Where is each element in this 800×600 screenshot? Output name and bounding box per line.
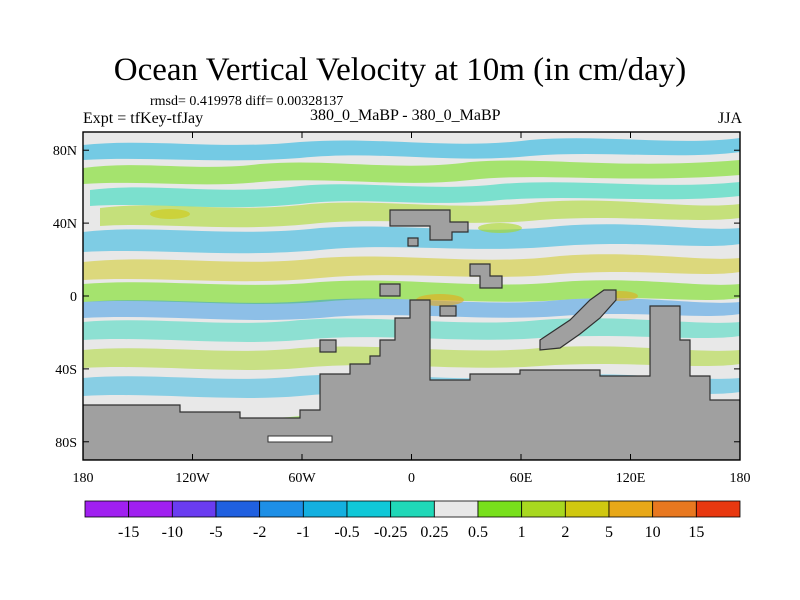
x-tick-label: 0 <box>408 471 415 486</box>
colorbar-label: -2 <box>253 524 266 541</box>
colorbar-swatch <box>346 500 392 518</box>
colorbar-swatch <box>477 500 523 518</box>
colorbar-swatch <box>608 500 654 518</box>
colorbar-swatch <box>171 500 217 518</box>
colorbar-label: -0.5 <box>334 524 359 541</box>
colorbar-label: -1 <box>297 524 310 541</box>
y-tick-label: 40N <box>53 217 77 232</box>
colorbar-swatch <box>521 500 566 518</box>
colorbar-swatch <box>215 500 261 518</box>
colorbar-label: 0.25 <box>420 524 448 541</box>
x-tick-label: 120W <box>175 471 210 486</box>
colorbar-label: -5 <box>209 524 222 541</box>
season-label: JJA <box>717 110 742 127</box>
y-tick-label: 80S <box>55 436 77 451</box>
x-tick-label: 60W <box>288 471 316 486</box>
x-tick-label: 120E <box>616 471 646 486</box>
x-tick-label: 180 <box>730 471 751 486</box>
colorbar-swatch <box>259 500 304 518</box>
stats-label: rmsd= 0.419978 diff= 0.00328137 <box>150 94 344 109</box>
colorbar-label: 15 <box>688 524 704 541</box>
y-tick-label: 0 <box>70 290 77 305</box>
colorbar-swatch <box>302 500 348 518</box>
colorbar-label: -15 <box>118 524 139 541</box>
colorbar-swatch <box>695 500 741 518</box>
chart-title: Ocean Vertical Velocity at 10m (in cm/da… <box>113 52 687 88</box>
colorbar-swatch <box>433 500 479 518</box>
colorbar-label: 1 <box>518 524 526 541</box>
land-masses <box>83 209 740 460</box>
run-label: 380_0_MaBP - 380_0_MaBP <box>310 107 501 124</box>
colorbar-label: 0.5 <box>468 524 488 541</box>
colorbar-swatch <box>128 500 173 518</box>
colorbar-label: -10 <box>162 524 183 541</box>
colorbar-swatch <box>564 500 610 518</box>
colorbar-label: -0.25 <box>374 524 407 541</box>
colorbar-swatch <box>652 500 697 518</box>
ice-shelf <box>267 435 333 443</box>
x-tick-label: 60E <box>510 471 533 486</box>
y-tick-label: 40S <box>55 363 77 378</box>
colorbar-swatch <box>390 500 435 518</box>
y-tick-label: 80N <box>53 144 77 159</box>
colorbar-label: 10 <box>645 524 661 541</box>
experiment-label: Expt = tfKey-tfJay <box>83 110 204 127</box>
colorbar-label: 2 <box>561 524 569 541</box>
colorbar-label: 5 <box>605 524 613 541</box>
x-tick-label: 180 <box>73 471 94 486</box>
colorbar-swatch <box>84 500 130 518</box>
